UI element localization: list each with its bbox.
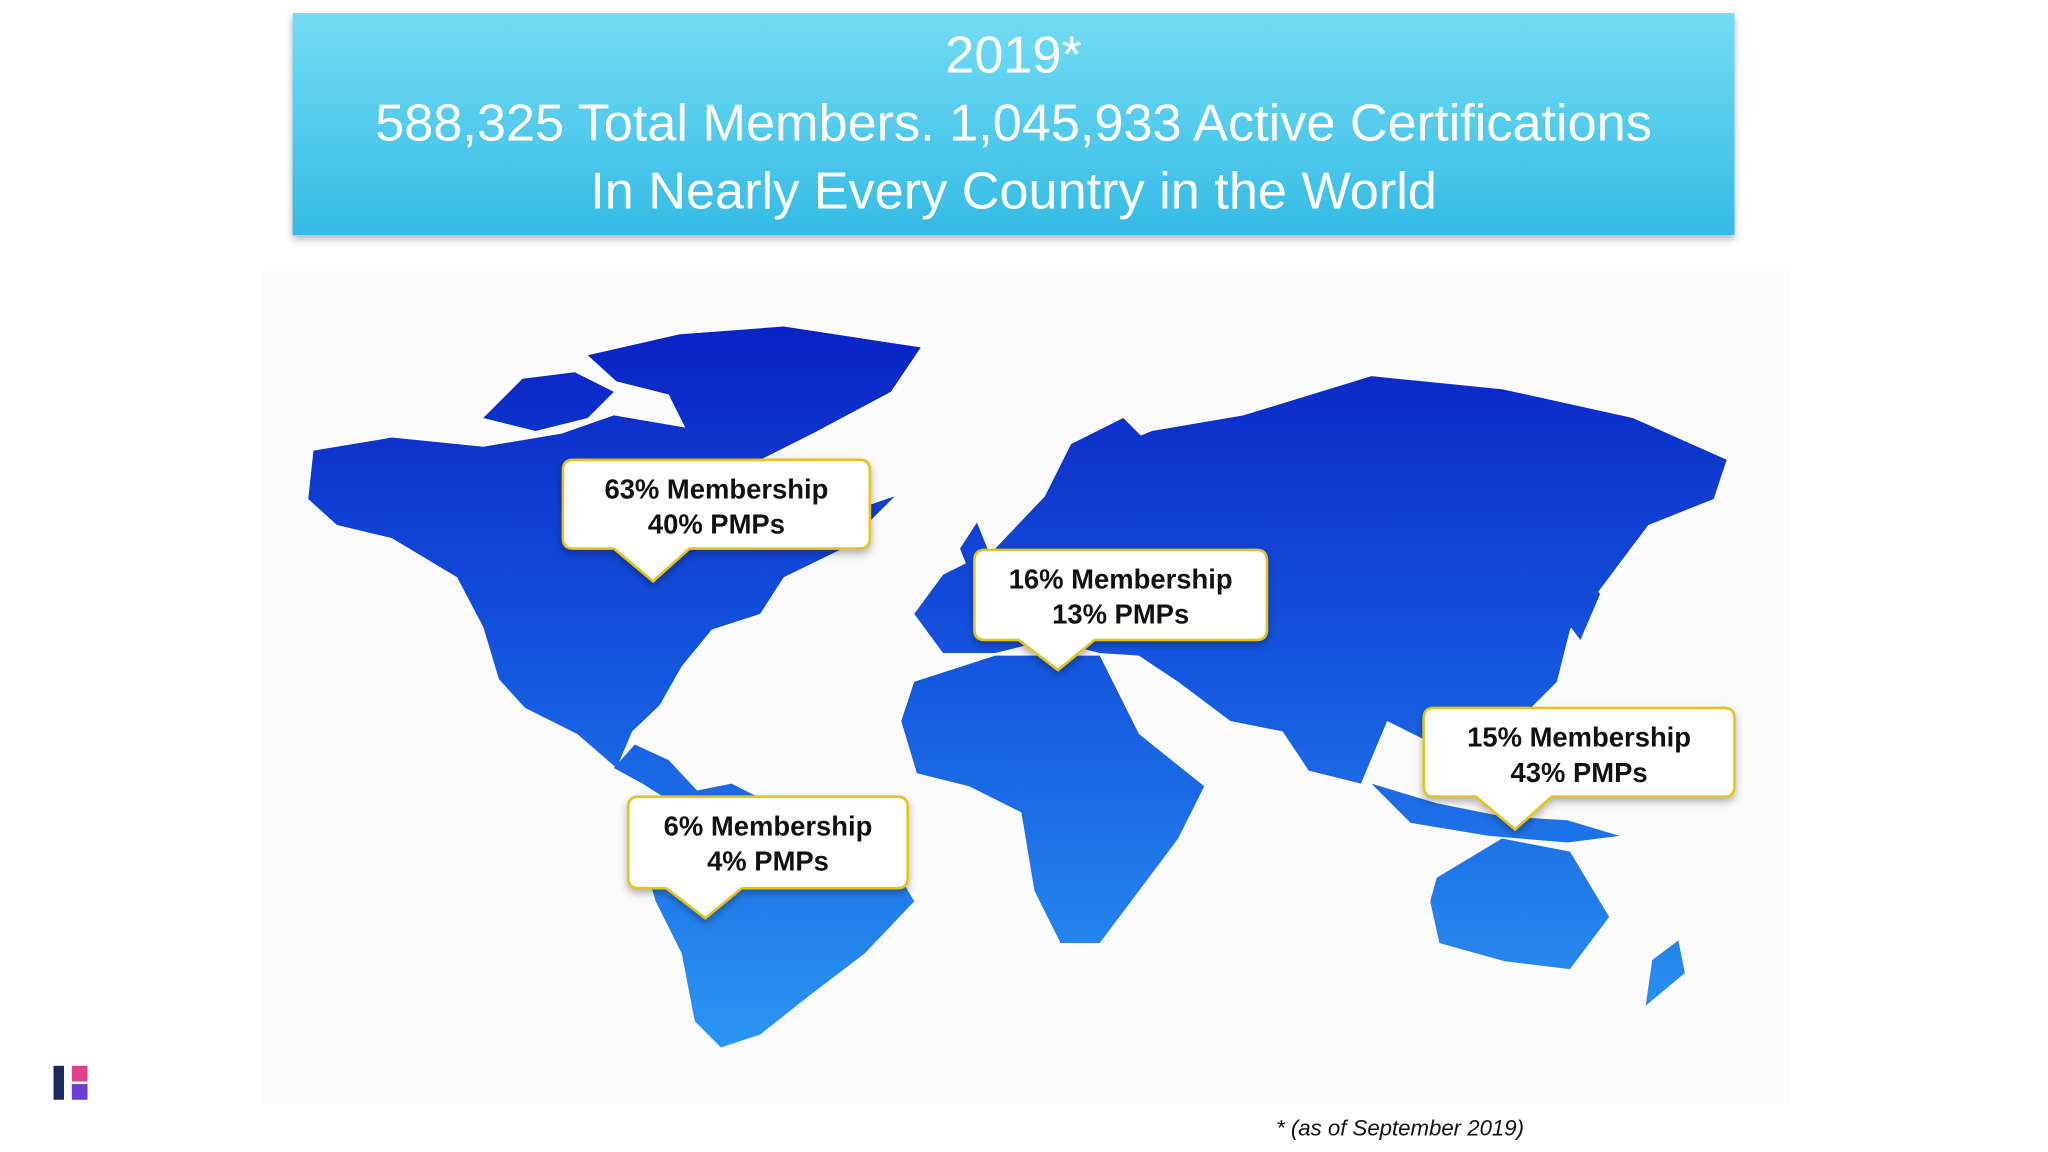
- arctic-islands: [483, 372, 614, 432]
- callout-box: [626, 795, 910, 920]
- new-zealand: [1645, 940, 1685, 1006]
- header-banner: [292, 13, 1735, 236]
- callout-line: 40% PMPs: [648, 509, 785, 540]
- callout-line: 16% Membership: [1009, 563, 1233, 594]
- logo-mark: [71, 1065, 88, 1082]
- callouts: 63% Membership 40% PMPs 16% Membership 13% …: [561, 458, 1736, 920]
- footnote: * (as of September 2019): [1276, 1116, 1524, 1141]
- callout: 6% Membership 4% PMPs: [626, 795, 910, 920]
- callout: 15% Membership 43% PMPs: [1422, 706, 1736, 832]
- central-america: [613, 744, 706, 808]
- header-text: 2019* 588,325 Total Members. 1,045,933 Ac…: [375, 27, 1652, 221]
- callout-line: 13% PMPs: [1052, 599, 1189, 630]
- callout-box: [1422, 706, 1736, 832]
- indonesia: [1371, 783, 1620, 843]
- callout-line: 4% PMPs: [707, 846, 829, 877]
- callout-line: 63% Membership: [604, 473, 828, 504]
- callout-line: 43% PMPs: [1511, 757, 1648, 788]
- logo-mark: [53, 1065, 64, 1100]
- greenland: [587, 326, 921, 473]
- header-line: In Nearly Every Country in the World: [590, 162, 1437, 220]
- header-line: 2019*: [945, 27, 1082, 85]
- header-line: 588,325 Total Members. 1,045,933 Active …: [375, 94, 1652, 152]
- callout-box: [973, 548, 1269, 672]
- africa: [901, 655, 1205, 944]
- callout: 63% Membership 40% PMPs: [561, 458, 872, 583]
- callout-line: 6% Membership: [664, 810, 873, 841]
- logo: [53, 1065, 88, 1100]
- scandinavia: [1044, 417, 1150, 523]
- callout: 16% Membership 13% PMPs: [973, 548, 1269, 672]
- callout-line: 15% Membership: [1467, 722, 1691, 753]
- eurasia: [914, 376, 1727, 784]
- logo-mark: [71, 1084, 88, 1100]
- australia: [1430, 838, 1610, 970]
- japan: [1560, 574, 1600, 640]
- callout-box: [561, 458, 872, 583]
